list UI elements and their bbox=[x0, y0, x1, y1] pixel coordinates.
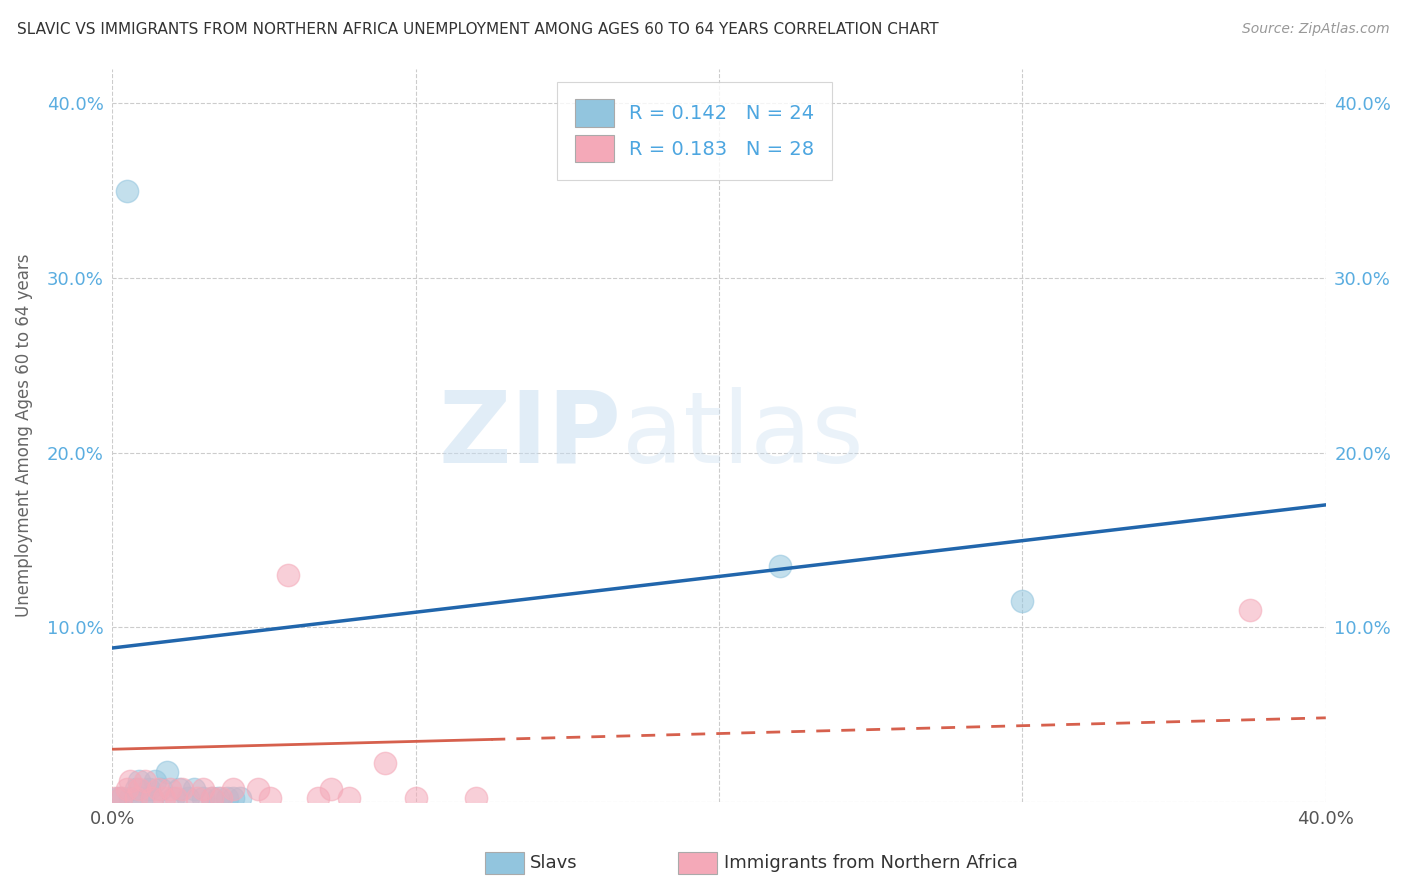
Point bbox=[246, 782, 269, 797]
Point bbox=[191, 791, 214, 805]
Point bbox=[134, 773, 156, 788]
Text: atlas: atlas bbox=[621, 386, 863, 483]
Point bbox=[207, 791, 229, 805]
Point bbox=[374, 756, 396, 771]
Text: ZIP: ZIP bbox=[439, 386, 621, 483]
Point bbox=[1239, 602, 1261, 616]
Point bbox=[405, 791, 427, 805]
Point bbox=[465, 791, 488, 805]
Point bbox=[120, 791, 142, 805]
Text: Immigrants from Northern Africa: Immigrants from Northern Africa bbox=[724, 855, 1018, 872]
Point bbox=[117, 184, 139, 198]
Point bbox=[165, 791, 187, 805]
Point bbox=[125, 782, 148, 797]
Point bbox=[149, 782, 172, 797]
Point bbox=[156, 764, 179, 779]
Text: SLAVIC VS IMMIGRANTS FROM NORTHERN AFRICA UNEMPLOYMENT AMONG AGES 60 TO 64 YEARS: SLAVIC VS IMMIGRANTS FROM NORTHERN AFRIC… bbox=[17, 22, 938, 37]
Y-axis label: Unemployment Among Ages 60 to 64 years: Unemployment Among Ages 60 to 64 years bbox=[15, 253, 32, 616]
Point bbox=[222, 791, 245, 805]
Point bbox=[183, 782, 205, 797]
Point bbox=[146, 782, 169, 797]
Point bbox=[319, 782, 342, 797]
Point bbox=[222, 782, 245, 797]
Point bbox=[104, 791, 127, 805]
Point bbox=[120, 773, 142, 788]
Point bbox=[217, 791, 239, 805]
Point bbox=[162, 791, 184, 805]
Point bbox=[228, 791, 250, 805]
Point bbox=[143, 773, 166, 788]
Point bbox=[131, 791, 153, 805]
Point bbox=[769, 558, 792, 573]
Text: Source: ZipAtlas.com: Source: ZipAtlas.com bbox=[1241, 22, 1389, 37]
Point bbox=[125, 791, 148, 805]
Point bbox=[191, 782, 214, 797]
Point bbox=[152, 791, 174, 805]
Point bbox=[110, 791, 132, 805]
Point bbox=[277, 567, 299, 582]
Point bbox=[186, 791, 208, 805]
Point bbox=[141, 791, 163, 805]
Point bbox=[307, 791, 329, 805]
Point bbox=[201, 791, 224, 805]
Point bbox=[177, 791, 200, 805]
Point bbox=[337, 791, 360, 805]
Point bbox=[138, 782, 160, 797]
Point bbox=[201, 791, 224, 805]
Point bbox=[159, 782, 181, 797]
Point bbox=[167, 782, 190, 797]
Point bbox=[141, 791, 163, 805]
Legend: R = 0.142   N = 24, R = 0.183   N = 28: R = 0.142 N = 24, R = 0.183 N = 28 bbox=[557, 82, 832, 179]
Point bbox=[209, 791, 232, 805]
Point bbox=[110, 791, 132, 805]
Point bbox=[128, 782, 150, 797]
Point bbox=[107, 791, 129, 805]
Point bbox=[128, 773, 150, 788]
Point bbox=[259, 791, 281, 805]
Point bbox=[1011, 594, 1033, 608]
Text: Slavs: Slavs bbox=[530, 855, 578, 872]
Point bbox=[170, 782, 193, 797]
Point bbox=[117, 782, 139, 797]
